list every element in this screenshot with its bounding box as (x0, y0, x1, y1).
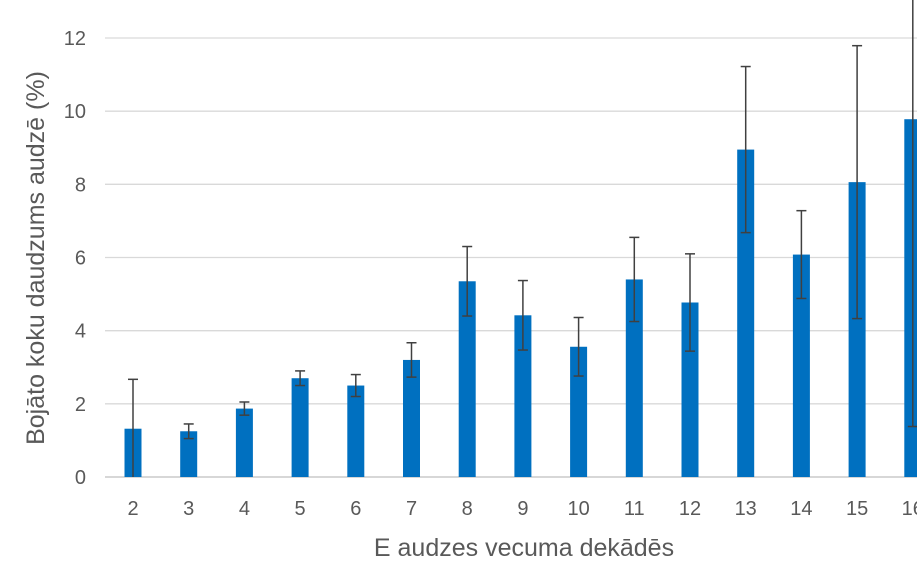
x-tick-labels: 2 3 4 5 6 7 8 9 10 11 12 13 14 15 16 (127, 498, 917, 520)
x-axis-title: E audzes vecuma dekādēs (374, 534, 674, 561)
x-tick-label: 10 (567, 498, 589, 520)
y-tick-label: 8 (75, 174, 86, 196)
x-tick-label: 5 (295, 498, 306, 520)
x-tick-label: 7 (406, 498, 417, 520)
y-tick-label: 2 (75, 394, 86, 416)
x-tick-label: 15 (846, 498, 868, 520)
x-tick-label: 11 (624, 498, 645, 520)
x-tick-label: 2 (127, 498, 138, 520)
x-tick-label: 4 (239, 498, 250, 520)
x-tick-label: 8 (462, 498, 473, 520)
bar-6 (347, 386, 364, 477)
x-tick-label: 14 (790, 498, 812, 520)
x-tick-label: 6 (350, 498, 361, 520)
x-tick-label: 3 (183, 498, 194, 520)
y-tick-label: 12 (64, 28, 86, 50)
y-tick-label: 0 (75, 467, 86, 489)
y-tick-labels: 0 2 4 6 8 10 12 (64, 28, 86, 489)
y-tick-label: 6 (75, 248, 86, 270)
bar-16 (904, 119, 917, 477)
bar-5 (292, 378, 309, 477)
x-tick-label: 13 (735, 498, 757, 520)
x-tick-label: 12 (679, 498, 701, 520)
y-tick-label: 4 (75, 321, 86, 343)
x-tick-label: 9 (517, 498, 528, 520)
y-axis-title: Bojāto koku daudzums audzē (%) (22, 71, 50, 445)
y-tick-label: 10 (64, 101, 86, 123)
x-tick-label: 16 (902, 498, 917, 520)
bar-4 (236, 409, 253, 477)
